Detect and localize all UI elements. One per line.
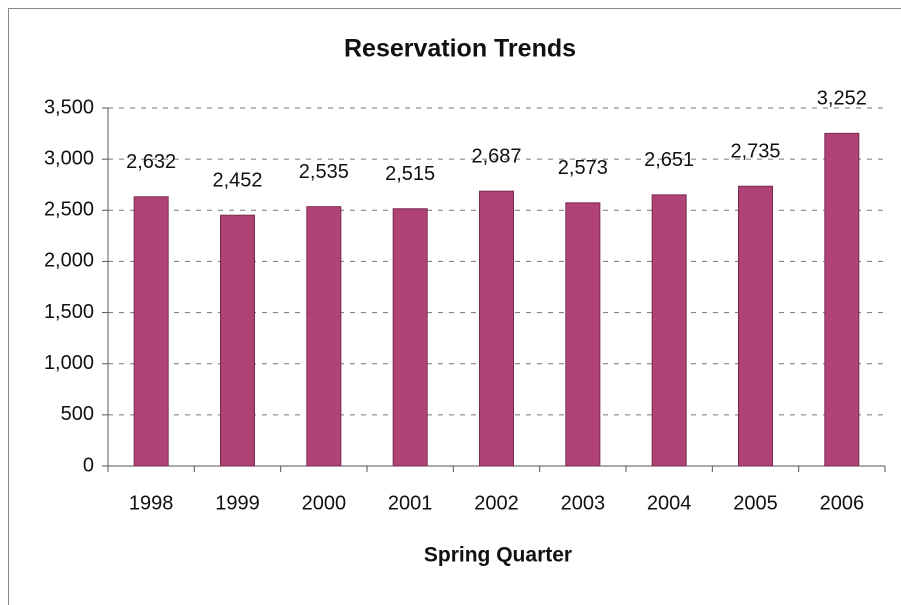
bar bbox=[565, 202, 601, 467]
y-tick-label: 2,000 bbox=[44, 250, 94, 272]
x-tick-label: 2003 bbox=[561, 492, 606, 514]
chart-frame bbox=[8, 8, 901, 605]
y-tick-label: 3,000 bbox=[44, 147, 94, 169]
chart-title: Reservation Trends bbox=[344, 35, 576, 63]
x-tick-label: 2005 bbox=[733, 492, 778, 514]
bar bbox=[133, 196, 169, 467]
bar bbox=[824, 132, 860, 467]
x-tick-label: 2004 bbox=[647, 492, 692, 514]
y-tick-label: 1,000 bbox=[44, 352, 94, 374]
data-label: 2,687 bbox=[471, 145, 521, 167]
bar bbox=[479, 190, 514, 467]
data-label: 2,632 bbox=[126, 151, 176, 173]
x-axis-title: Spring Quarter bbox=[424, 544, 572, 567]
data-label: 3,252 bbox=[817, 88, 867, 110]
data-label: 2,535 bbox=[299, 161, 349, 183]
x-tick-label: 2001 bbox=[388, 492, 433, 514]
x-tick-label: 2006 bbox=[820, 492, 865, 514]
data-label: 2,651 bbox=[644, 149, 694, 171]
y-tick-label: 0 bbox=[83, 454, 94, 476]
y-tick-label: 1,500 bbox=[44, 301, 94, 323]
data-label: 2,452 bbox=[212, 169, 262, 191]
x-tick-label: 1998 bbox=[129, 492, 174, 514]
bar bbox=[651, 194, 687, 467]
y-tick-label: 500 bbox=[61, 403, 94, 425]
data-label: 2,573 bbox=[558, 157, 608, 179]
data-label: 2,735 bbox=[730, 141, 780, 163]
y-tick-label: 3,500 bbox=[44, 96, 94, 118]
bar bbox=[738, 185, 773, 467]
x-tick-label: 2000 bbox=[302, 492, 347, 514]
bar bbox=[392, 208, 428, 467]
y-tick-label: 2,500 bbox=[44, 199, 94, 221]
bar bbox=[306, 206, 342, 467]
x-tick-label: 1999 bbox=[215, 492, 260, 514]
x-tick-label: 2002 bbox=[474, 492, 519, 514]
data-label: 2,515 bbox=[385, 163, 435, 185]
bar bbox=[220, 214, 255, 467]
